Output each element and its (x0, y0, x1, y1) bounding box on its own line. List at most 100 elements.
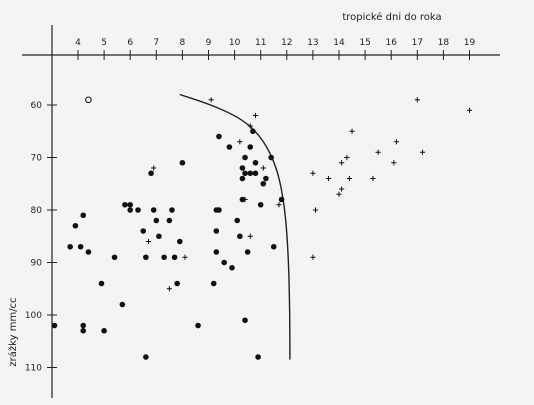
y-tick-label: 70 (31, 154, 43, 164)
boundary-curve-layer (179, 93, 291, 360)
data-point-dot (278, 196, 285, 203)
data-point-dot (242, 154, 248, 161)
x-tick-label: 18 (438, 38, 450, 48)
data-point-dot (252, 159, 259, 166)
y-axis-title: zrážky mm/cc (7, 297, 19, 366)
x-tick-label: 17 (412, 38, 423, 48)
data-point-dot (161, 254, 167, 261)
data-point-dot (257, 201, 264, 208)
data-point-plus (466, 107, 473, 113)
data-point-dot (135, 207, 141, 213)
data-point-plus (166, 286, 172, 292)
data-point-plus (349, 128, 355, 134)
x-tick-label: 12 (281, 38, 292, 48)
data-point-dot (255, 354, 261, 360)
axis-labels: 4 5 6 7 8 9 10 11 12 13 14 15 16 17 18 19 60 70 80 90 100 110… (7, 11, 475, 374)
data-point-dot (244, 249, 251, 255)
data-point-dot (150, 207, 157, 213)
data-point-plus (346, 175, 353, 182)
data-points (51, 96, 473, 360)
data-point-plus (252, 112, 259, 119)
data-point-dot (98, 280, 105, 287)
data-point-dot (216, 207, 222, 213)
data-point-dot (51, 322, 58, 329)
x-tick-label: 15 (359, 38, 370, 48)
data-point-dot (229, 264, 235, 271)
data-point-dot (242, 317, 248, 324)
data-point-dot (127, 207, 133, 213)
data-point-dot (127, 201, 133, 208)
data-point-plus (310, 254, 316, 260)
data-point-dot (242, 170, 248, 177)
x-tick-label: 4 (75, 38, 81, 48)
data-point-dot (171, 254, 178, 261)
y-tick-label: 110 (25, 364, 42, 374)
x-tick-label: 9 (206, 38, 212, 48)
data-point-plus (247, 123, 253, 129)
x-tick-label: 8 (180, 38, 186, 48)
data-point-dot (221, 259, 227, 266)
y-tick-label: 80 (31, 206, 43, 216)
data-point-dot (169, 207, 175, 213)
data-point-dot (239, 196, 246, 203)
data-point-dot (247, 144, 254, 150)
x-tick-label: 16 (385, 38, 397, 48)
data-point-dot (143, 354, 149, 360)
data-point-plus (370, 175, 376, 182)
data-point-dot (234, 217, 241, 224)
data-point-plus (208, 97, 214, 103)
data-point-dot (179, 159, 186, 166)
data-point-plus (414, 97, 420, 103)
data-point-dot (148, 170, 154, 177)
data-point-dot (252, 170, 259, 177)
data-point-plus (339, 160, 345, 166)
data-point-dot (210, 280, 217, 287)
data-point-dot (174, 280, 180, 287)
y-tick-label: 90 (31, 259, 43, 269)
x-axis-title: tropické dni do roka (342, 11, 441, 23)
data-point-dot (195, 322, 201, 329)
data-point-plus (237, 139, 243, 145)
data-point-dot (85, 249, 92, 255)
data-point-plus (242, 196, 248, 203)
data-point-plus (339, 186, 345, 192)
data-point-plus (391, 160, 397, 166)
data-point-open-circle (85, 96, 92, 104)
data-point-plus (276, 202, 282, 208)
data-point-plus (260, 165, 266, 171)
axes (22, 25, 500, 398)
data-point-dot (213, 249, 220, 255)
data-point-plus (375, 149, 381, 155)
x-tick-label: 13 (307, 38, 318, 48)
data-point-dot (156, 233, 162, 240)
data-point-dot (239, 175, 246, 182)
data-point-dot (263, 175, 269, 182)
data-point-dot (247, 170, 254, 177)
data-point-dot (239, 165, 246, 171)
data-point-dot (140, 228, 147, 234)
data-point-plus (151, 165, 157, 171)
data-point-dot (260, 180, 267, 187)
data-point-dot (111, 254, 118, 261)
data-point-dot (80, 327, 87, 334)
data-point-dot (80, 322, 87, 329)
data-point-dot (72, 222, 79, 229)
x-tick-label: 6 (127, 38, 133, 48)
data-point-dot (237, 233, 243, 240)
data-point-plus (325, 175, 332, 182)
x-tick-label: 5 (101, 38, 107, 48)
data-point-dot (166, 217, 173, 224)
data-point-dot (122, 201, 128, 208)
x-tick-label: 10 (229, 38, 241, 48)
boundary-curve (179, 93, 291, 360)
data-point-dot (216, 133, 222, 140)
data-point-plus (247, 233, 253, 239)
data-point-plus (145, 238, 152, 245)
data-point-plus (310, 170, 316, 176)
data-point-dot (176, 238, 183, 245)
data-point-dot (270, 243, 277, 250)
data-point-plus (336, 191, 342, 197)
data-point-dot (153, 217, 160, 224)
data-point-plus (393, 139, 400, 145)
